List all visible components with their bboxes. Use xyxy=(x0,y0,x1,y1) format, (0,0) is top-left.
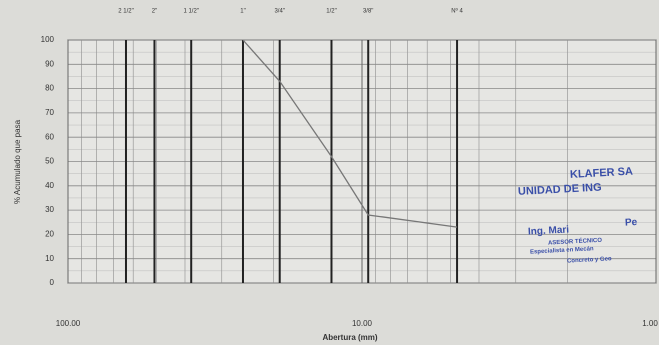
sieve-label: Nº 4 xyxy=(451,8,463,15)
y-tick-label: 90 xyxy=(45,59,54,68)
y-tick-label: 10 xyxy=(45,254,54,263)
sieve-label: 1" xyxy=(240,9,245,15)
y-tick-label: 30 xyxy=(45,205,54,214)
sieve-label: 1 1/2" xyxy=(183,9,198,15)
y-tick-label: 40 xyxy=(45,181,54,190)
y-tick-label: 20 xyxy=(45,230,54,239)
y-tick-label: 50 xyxy=(45,157,54,166)
x-tick-label: 100.00 xyxy=(56,319,81,328)
x-tick-label: 10.00 xyxy=(352,319,373,328)
sieve-label: 3/4" xyxy=(274,9,284,15)
stamp-text: Ing. Mari xyxy=(528,224,570,237)
sieve-label: 2 1/2" xyxy=(118,9,133,15)
chart: % Acumulado que pasa Abertura (mm) 0 10 20… xyxy=(0,0,659,345)
sieve-label: 3/8" xyxy=(363,9,373,15)
y-tick-label: 60 xyxy=(45,132,54,141)
y-tick-label: 0 xyxy=(50,278,55,287)
y-tick-label: 80 xyxy=(45,84,54,93)
sieve-label: 2" xyxy=(152,9,157,15)
y-tick-label: 100 xyxy=(41,35,55,44)
y-tick-label: 70 xyxy=(45,108,54,117)
x-tick-label: 1.00 xyxy=(642,319,658,328)
x-axis-label: Abertura (mm) xyxy=(322,333,377,342)
sieve-label: 1/2" xyxy=(326,9,336,15)
y-axis-label: % Acumulado que pasa xyxy=(13,119,22,204)
stamp-text: Pe xyxy=(625,217,638,229)
